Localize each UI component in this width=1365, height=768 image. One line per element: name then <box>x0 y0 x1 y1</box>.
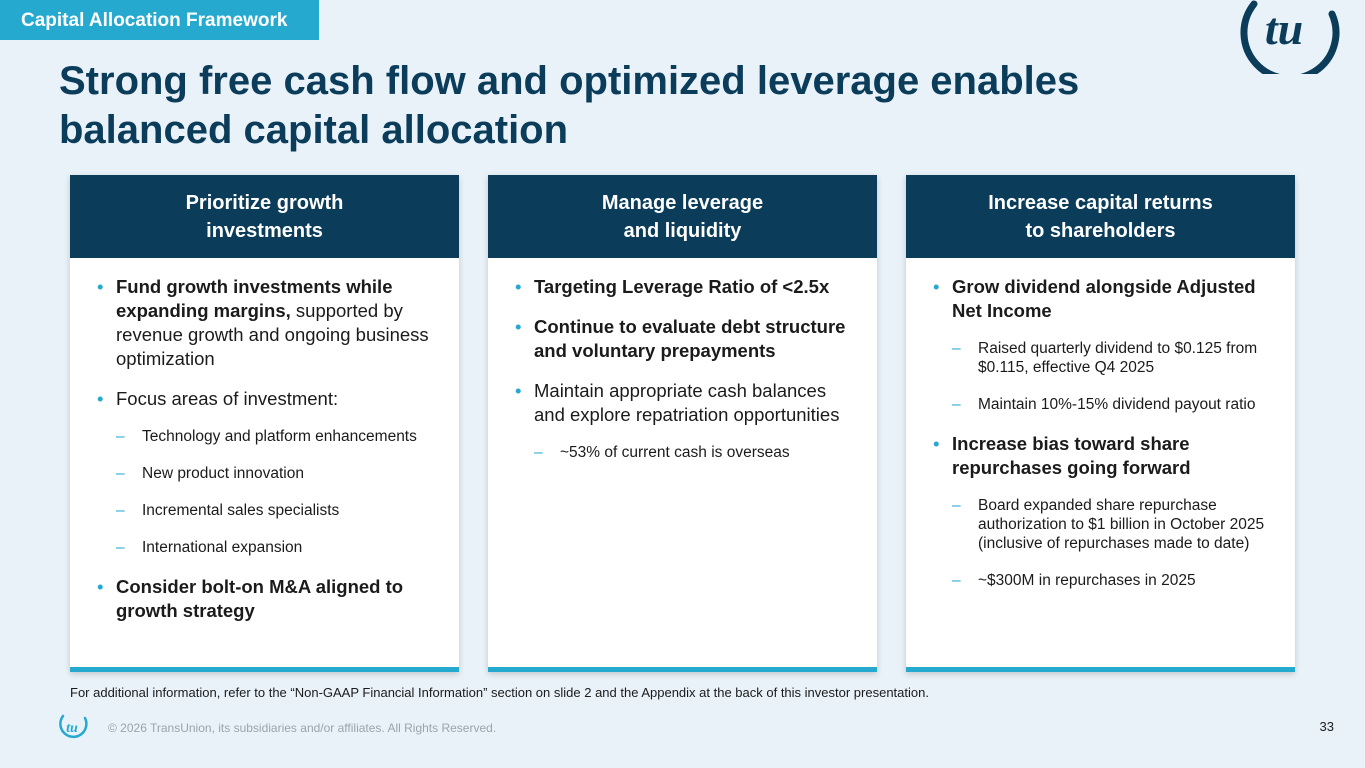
logo-small-text: tu <box>66 721 78 736</box>
bullet: Grow dividend alongside Adjusted Net Inc… <box>933 275 1271 323</box>
column-heading-line2: to shareholders <box>1025 219 1176 242</box>
column-heading-line1: Prioritize growth <box>185 191 344 214</box>
sub-bullet: Board expanded share repurchase authoriz… <box>933 496 1271 553</box>
footnote: For additional information, refer to the… <box>70 685 929 700</box>
transunion-logo-small-icon: tu <box>59 714 88 739</box>
column-heading-line2: and liquidity <box>623 219 742 242</box>
bullet-bold: Increase bias toward share repurchases g… <box>952 433 1191 478</box>
bullet-bold: Grow dividend alongside Adjusted Net Inc… <box>952 276 1256 321</box>
column-heading-line1: Manage leverage <box>601 191 764 214</box>
column-manage-leverage: Manage leverage and liquidity Targeting … <box>488 175 877 672</box>
bullet-text: Focus areas of investment: <box>116 388 339 409</box>
bullet: Continue to evaluate debt structure and … <box>515 315 853 363</box>
sub-bullet: ~53% of current cash is overseas <box>515 443 853 462</box>
bullet-text: Maintain appropriate cash balances and e… <box>534 380 840 425</box>
column-prioritize-growth: Prioritize growth investments Fund growt… <box>70 175 459 672</box>
logo-text: tu <box>1265 3 1303 54</box>
sub-bullet: ~$300M in repurchases in 2025 <box>933 571 1271 590</box>
bullet-text: supported by revenue growth and ongoing … <box>116 300 429 369</box>
column-heading: Prioritize growth investments <box>70 175 459 258</box>
column-heading: Manage leverage and liquidity <box>488 175 877 258</box>
copyright: © 2026 TransUnion, its subsidiaries and/… <box>108 721 497 735</box>
column-heading-line2: investments <box>206 219 323 242</box>
bullet-bold: Targeting Leverage Ratio of <2.5x <box>534 276 830 297</box>
sub-bullet: New product innovation <box>97 464 435 483</box>
bullet: Maintain appropriate cash balances and e… <box>515 379 853 427</box>
bullet-bold: Fund growth investments while expanding … <box>116 276 393 321</box>
column-capital-returns: Increase capital returns to shareholders… <box>906 175 1295 672</box>
sub-bullet: International expansion <box>97 538 435 557</box>
page-title: Strong free cash flow and optimized leve… <box>59 59 1080 152</box>
bullet: Fund growth investments while expanding … <box>97 275 435 371</box>
bullet: Focus areas of investment: <box>97 387 435 411</box>
bullet: Targeting Leverage Ratio of <2.5x <box>515 275 853 299</box>
section-tag: Capital Allocation Framework <box>0 0 319 40</box>
sub-bullet: Technology and platform enhancements <box>97 427 435 446</box>
bullet-bold: Consider bolt-on M&A aligned to growth s… <box>116 576 404 621</box>
bullet-bold: Continue to evaluate debt structure and … <box>534 316 846 361</box>
bullet: Increase bias toward share repurchases g… <box>933 432 1271 480</box>
transunion-logo-icon: tu <box>1240 0 1340 74</box>
bullet: Consider bolt-on M&A aligned to growth s… <box>97 575 435 623</box>
column-heading: Increase capital returns to shareholders <box>906 175 1295 258</box>
column-heading-line1: Increase capital returns <box>988 191 1213 214</box>
sub-bullet: Maintain 10%-15% dividend payout ratio <box>933 395 1271 414</box>
sub-bullet: Raised quarterly dividend to $0.125 from… <box>933 339 1271 377</box>
page-number: 33 <box>1319 719 1334 734</box>
sub-bullet: Incremental sales specialists <box>97 501 435 520</box>
